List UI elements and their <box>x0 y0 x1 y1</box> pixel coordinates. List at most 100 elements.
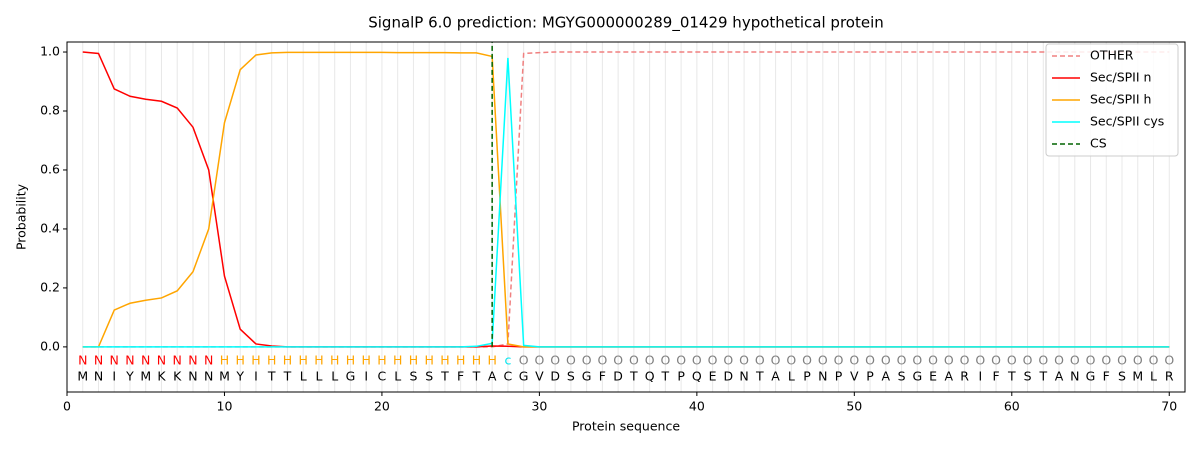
region-label: O <box>897 353 907 368</box>
region-label: H <box>236 353 245 368</box>
region-label: O <box>818 353 828 368</box>
region-label: O <box>834 353 844 368</box>
region-label: O <box>1086 353 1096 368</box>
region-label: O <box>802 353 812 368</box>
x-tick-label: 40 <box>689 399 705 414</box>
x-tick-label: 0 <box>63 399 71 414</box>
residue: T <box>755 369 764 384</box>
residue: G <box>1086 369 1096 384</box>
y-tick-label: 0.0 <box>40 338 60 353</box>
x-tick-label: 20 <box>374 399 390 414</box>
residue: A <box>945 369 954 384</box>
y-tick-label: 0.6 <box>40 161 60 176</box>
region-label: H <box>330 353 339 368</box>
region-label: N <box>204 353 213 368</box>
region-label: H <box>377 353 386 368</box>
region-label: O <box>550 353 560 368</box>
region-label: N <box>125 353 134 368</box>
residue: I <box>978 369 982 384</box>
region-label: N <box>141 353 150 368</box>
region-label: O <box>755 353 765 368</box>
residue: Y <box>125 369 134 384</box>
residue: L <box>1150 369 1157 384</box>
region-label: O <box>865 353 875 368</box>
region-label: N <box>110 353 119 368</box>
region-label: O <box>1038 353 1048 368</box>
region-label: O <box>692 353 702 368</box>
x-tick-label: 50 <box>846 399 862 414</box>
region-label: O <box>1054 353 1064 368</box>
region-label: N <box>78 353 87 368</box>
legend-label: CS <box>1090 136 1107 151</box>
residue: Q <box>645 369 655 384</box>
legend-label: Sec/SPII cys <box>1090 114 1164 129</box>
residue: K <box>157 369 166 384</box>
region-label: H <box>409 353 418 368</box>
residue: K <box>173 369 182 384</box>
residue: T <box>661 369 670 384</box>
region-label: O <box>928 353 938 368</box>
region-label: O <box>660 353 670 368</box>
region-label: O <box>991 353 1001 368</box>
region-label: H <box>456 353 465 368</box>
region-label: H <box>393 353 402 368</box>
region-label: H <box>220 353 229 368</box>
chart-title: SignalP 6.0 prediction: MGYG000000289_01… <box>368 14 884 33</box>
region-label: O <box>629 353 639 368</box>
residue: L <box>300 369 307 384</box>
residue: L <box>394 369 401 384</box>
region-label: O <box>960 353 970 368</box>
region-label: c <box>504 353 511 368</box>
region-label: H <box>424 353 433 368</box>
region-label: H <box>346 353 355 368</box>
residue: P <box>677 369 685 384</box>
residue: C <box>378 369 387 384</box>
residue: S <box>567 369 575 384</box>
residue: G <box>912 369 922 384</box>
residue: S <box>425 369 433 384</box>
residue: I <box>254 369 258 384</box>
region-label: O <box>1007 353 1017 368</box>
residue: N <box>204 369 213 384</box>
residue: Y <box>235 369 244 384</box>
series-line <box>82 51 1170 348</box>
residue: G <box>346 369 356 384</box>
region-label: H <box>298 353 307 368</box>
region-label: O <box>975 353 985 368</box>
residue: D <box>724 369 734 384</box>
region-label: O <box>676 353 686 368</box>
residue: N <box>188 369 197 384</box>
region-label: O <box>1164 353 1174 368</box>
residue: F <box>457 369 464 384</box>
legend-box <box>1045 43 1179 157</box>
plot-frame <box>66 41 1186 393</box>
y-tick-label: 0.4 <box>40 220 60 235</box>
series-line <box>82 57 1170 348</box>
region-label: H <box>472 353 481 368</box>
residue: I <box>364 369 368 384</box>
residue: Q <box>692 369 702 384</box>
region-label: O <box>1133 353 1143 368</box>
region-label: N <box>157 353 166 368</box>
region-label: O <box>723 353 733 368</box>
residue: A <box>1055 369 1064 384</box>
region-label: O <box>1117 353 1127 368</box>
legend-label: Sec/SPII h <box>1090 92 1151 107</box>
residue: R <box>960 369 969 384</box>
y-axis-label: Probability <box>14 183 29 250</box>
residue: N <box>739 369 748 384</box>
residue: G <box>582 369 592 384</box>
residue: N <box>94 369 103 384</box>
y-tick-label: 0.2 <box>40 279 60 294</box>
region-label: O <box>613 353 623 368</box>
residue: N <box>818 369 827 384</box>
x-tick-label: 60 <box>1004 399 1020 414</box>
residue: A <box>882 369 891 384</box>
residue: S <box>1024 369 1032 384</box>
residue: F <box>992 369 999 384</box>
residue: P <box>835 369 843 384</box>
region-label: H <box>251 353 260 368</box>
x-tick-label: 70 <box>1161 399 1177 414</box>
